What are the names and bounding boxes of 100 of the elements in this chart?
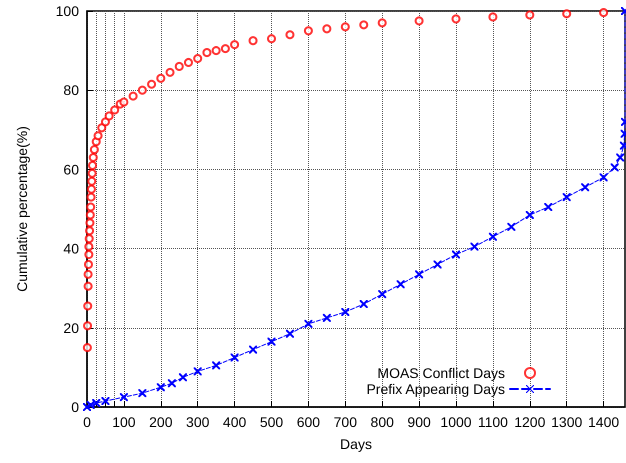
legend-label: MOAS Conflict Days [377,365,505,381]
point [84,260,93,269]
point [101,397,110,406]
x-tick-label: 0 [83,414,92,430]
point [507,222,516,231]
point [304,26,313,36]
point [85,218,94,228]
point [322,24,332,34]
point [168,379,176,388]
point [268,338,276,346]
point [156,74,166,83]
x-tick-label: 400 [222,414,246,430]
point [88,153,98,162]
y-tick-label: 0 [71,399,80,415]
point [84,242,94,252]
point [249,346,258,354]
point [100,117,110,126]
legend-label: Prefix Appearing Days [366,381,505,397]
point [87,176,96,186]
point [174,62,184,71]
point [286,330,294,338]
point [138,389,146,398]
point [110,106,120,114]
point [86,202,96,212]
point [212,361,220,370]
y-tick-label: 60 [63,161,80,178]
point [178,373,187,382]
point [304,320,312,328]
point [88,160,98,170]
point [341,308,350,316]
point [340,22,350,32]
point [360,300,368,308]
point [88,168,97,178]
point [525,10,534,20]
point [544,203,552,212]
point [86,184,96,194]
point [616,154,624,162]
point [128,92,138,101]
y-tick-label: 100 [56,3,80,19]
x-tick-label: 500 [260,414,284,430]
point [322,314,331,322]
point [526,210,534,219]
x-tick-label: 1200 [514,414,546,430]
y-axis-title: Cumulative percentage(%) [14,126,30,292]
point [230,354,239,362]
x-tick-label: 200 [149,414,173,430]
point [396,280,405,288]
x-tick-label: 600 [296,414,320,430]
y-tick-label: 40 [63,240,80,257]
point [378,18,387,28]
x-axis-title: Days [340,436,372,452]
point [488,12,498,22]
point [194,367,202,376]
point [82,343,92,352]
point [86,210,95,220]
point [230,40,240,50]
x-tick-label: 1300 [551,414,582,430]
point [470,242,478,251]
x-tick-label: 1400 [588,414,620,430]
point [220,44,230,54]
x-tick-label: 100 [112,414,136,430]
point [562,193,571,202]
point [267,34,276,44]
point [166,68,175,77]
point [120,393,128,402]
point [378,290,386,298]
point [104,111,114,120]
x-tick-label: 800 [370,414,394,430]
point [581,183,590,192]
point [202,48,212,58]
point [285,30,294,40]
point [452,250,460,259]
y-tick-label: 20 [63,320,80,336]
point [94,131,103,140]
point [248,36,258,46]
point [147,80,156,89]
point [84,250,94,260]
point [92,399,100,408]
point [212,46,221,56]
point [434,260,442,268]
x-tick-label: 1000 [440,414,472,430]
point [84,270,93,279]
point [90,145,99,154]
point [610,163,619,172]
point [138,86,147,95]
point [97,123,106,132]
x-tick-label: 1100 [478,414,508,430]
point [119,98,128,107]
x-tick-label: 900 [407,414,431,430]
x-tick-label: 700 [334,414,358,430]
point [488,232,497,241]
point [156,383,165,392]
point [415,270,424,278]
point [84,234,94,244]
point [184,58,193,67]
point [193,54,202,64]
point [600,173,608,182]
point [84,282,93,291]
y-tick-label: 80 [63,82,80,98]
point [562,9,572,18]
